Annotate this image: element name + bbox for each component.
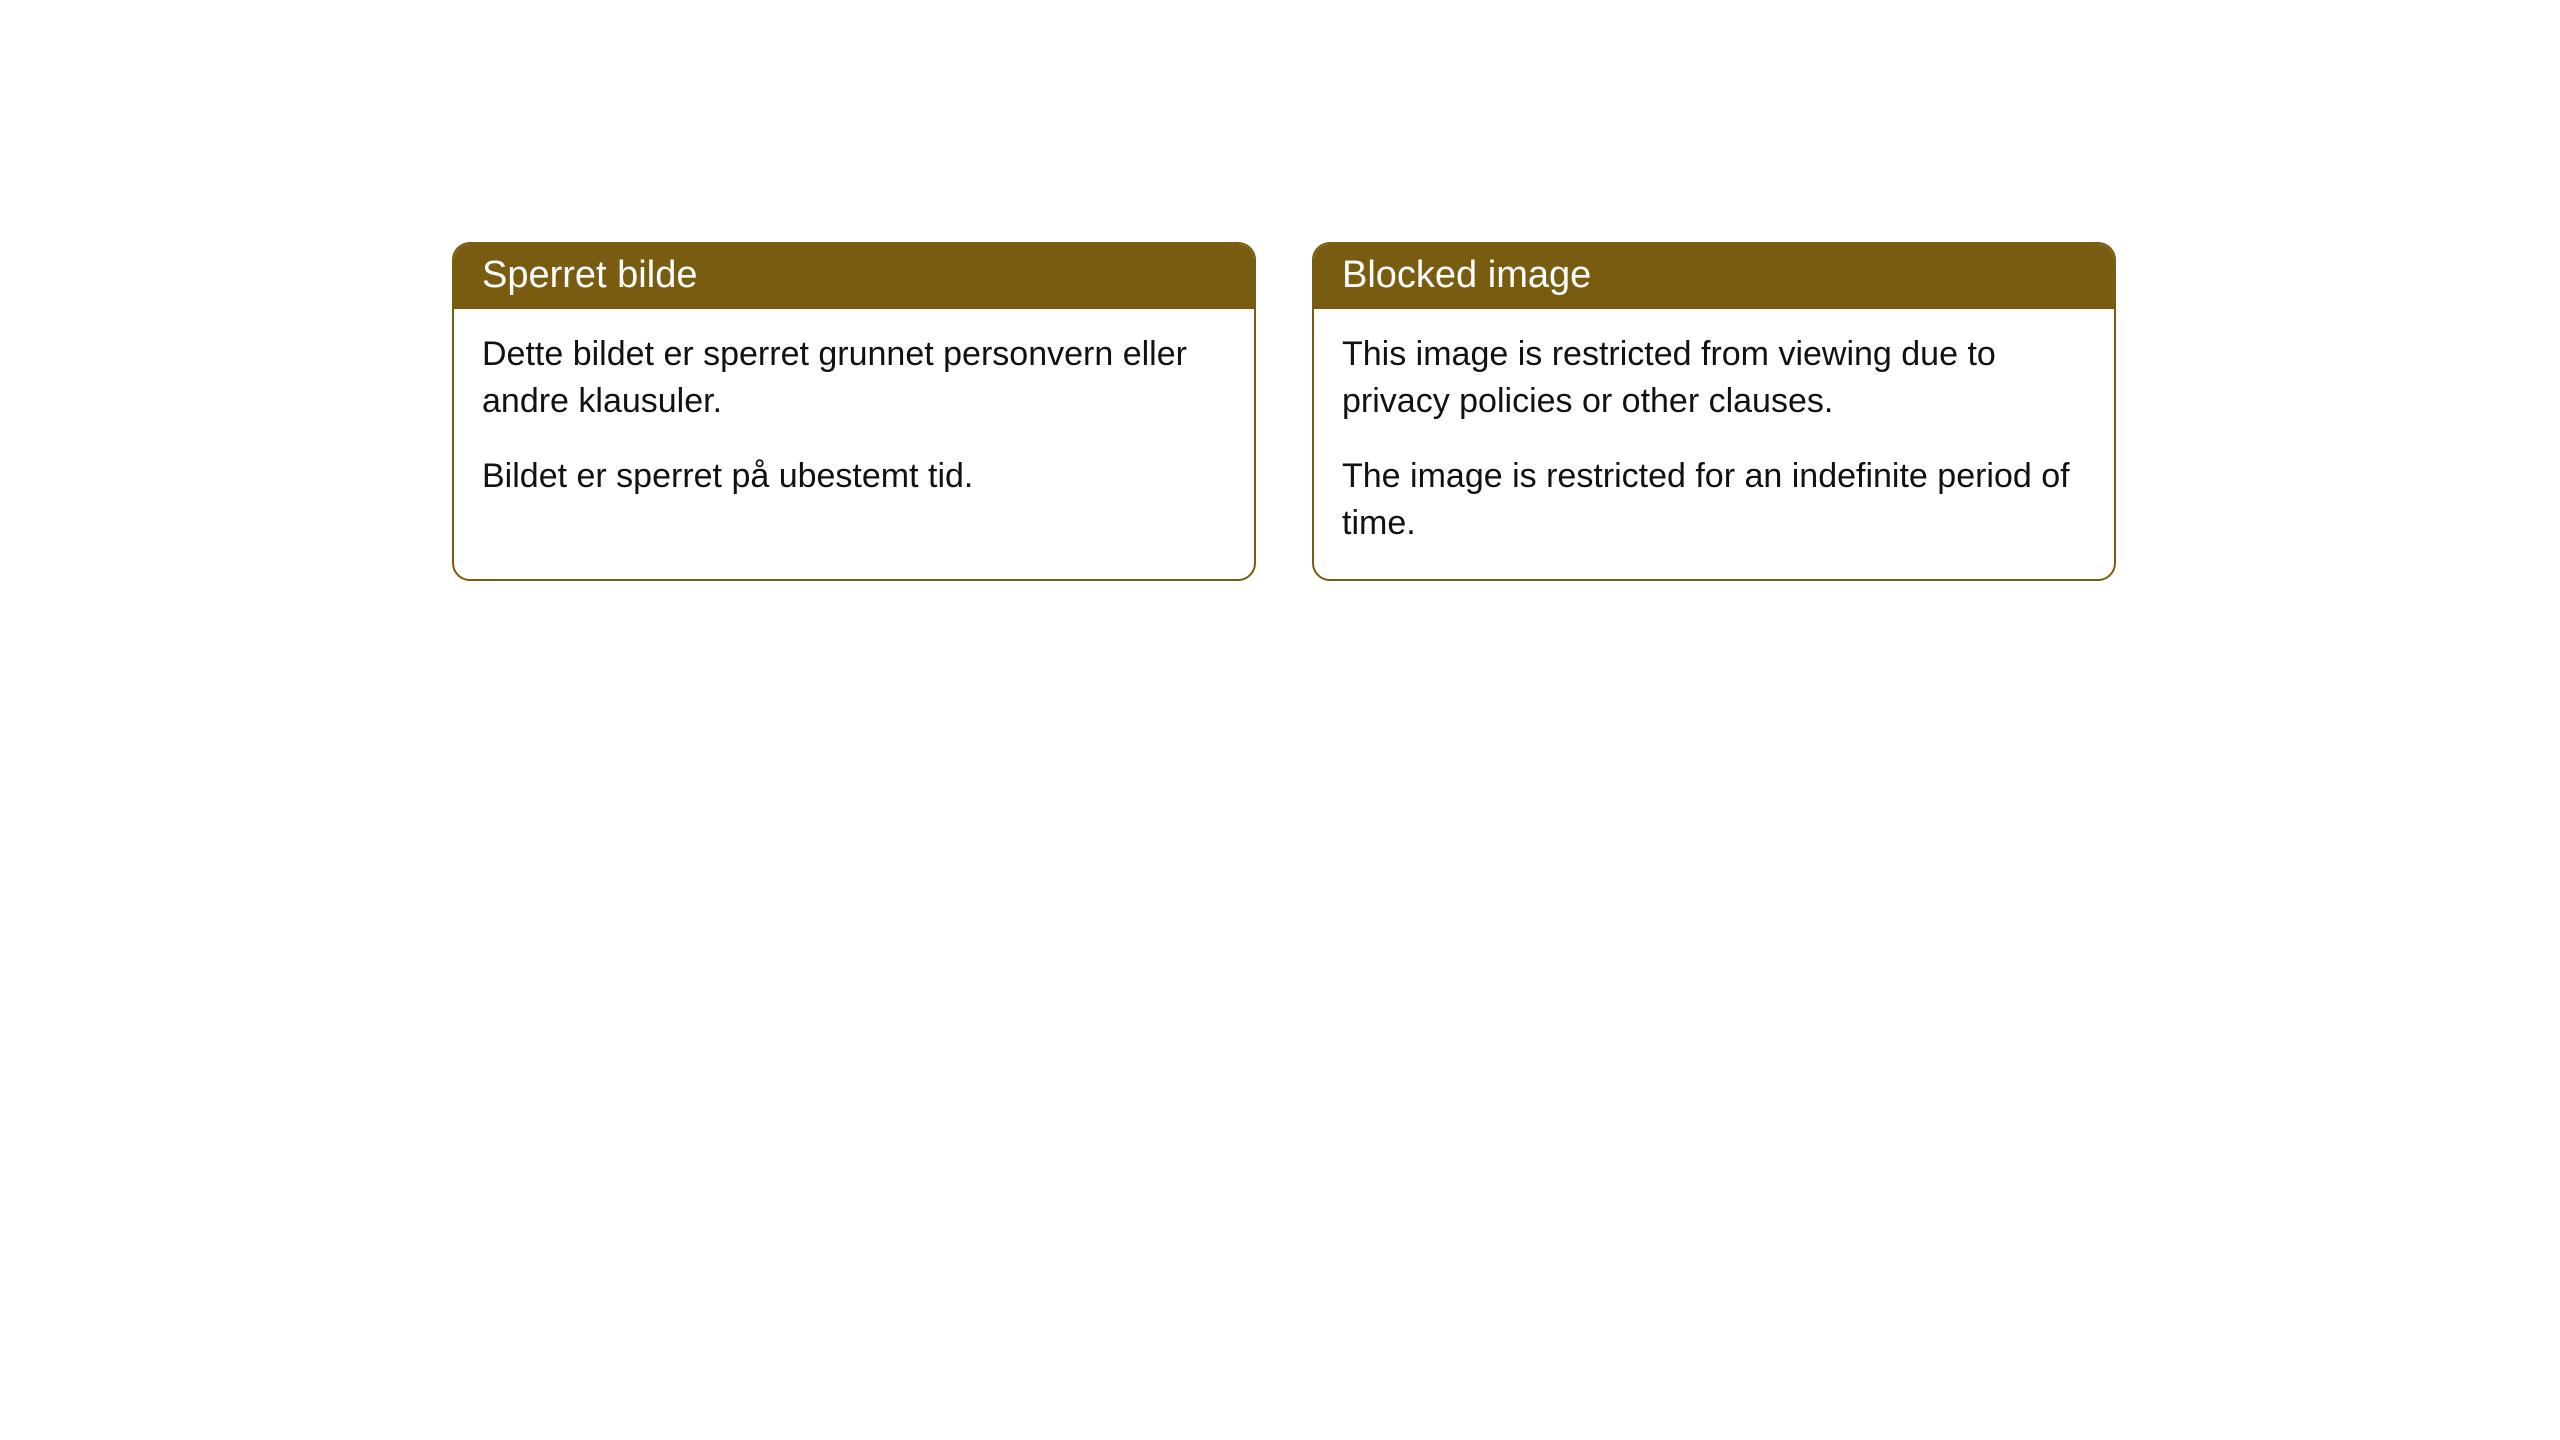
card-title: Sperret bilde xyxy=(482,254,697,296)
card-body: This image is restricted from viewing du… xyxy=(1314,309,2114,579)
card-paragraph: Bildet er sperret på ubestemt tid. xyxy=(482,453,1226,500)
blocked-image-card-norwegian: Sperret bilde Dette bildet er sperret gr… xyxy=(452,242,1256,581)
card-header: Sperret bilde xyxy=(454,244,1254,309)
blocked-image-card-english: Blocked image This image is restricted f… xyxy=(1312,242,2116,581)
card-body: Dette bildet er sperret grunnet personve… xyxy=(454,309,1254,532)
cards-container: Sperret bilde Dette bildet er sperret gr… xyxy=(452,242,2116,581)
card-paragraph: The image is restricted for an indefinit… xyxy=(1342,453,2086,547)
card-header: Blocked image xyxy=(1314,244,2114,309)
card-paragraph: This image is restricted from viewing du… xyxy=(1342,331,2086,425)
card-title: Blocked image xyxy=(1342,254,1591,296)
card-paragraph: Dette bildet er sperret grunnet personve… xyxy=(482,331,1226,425)
